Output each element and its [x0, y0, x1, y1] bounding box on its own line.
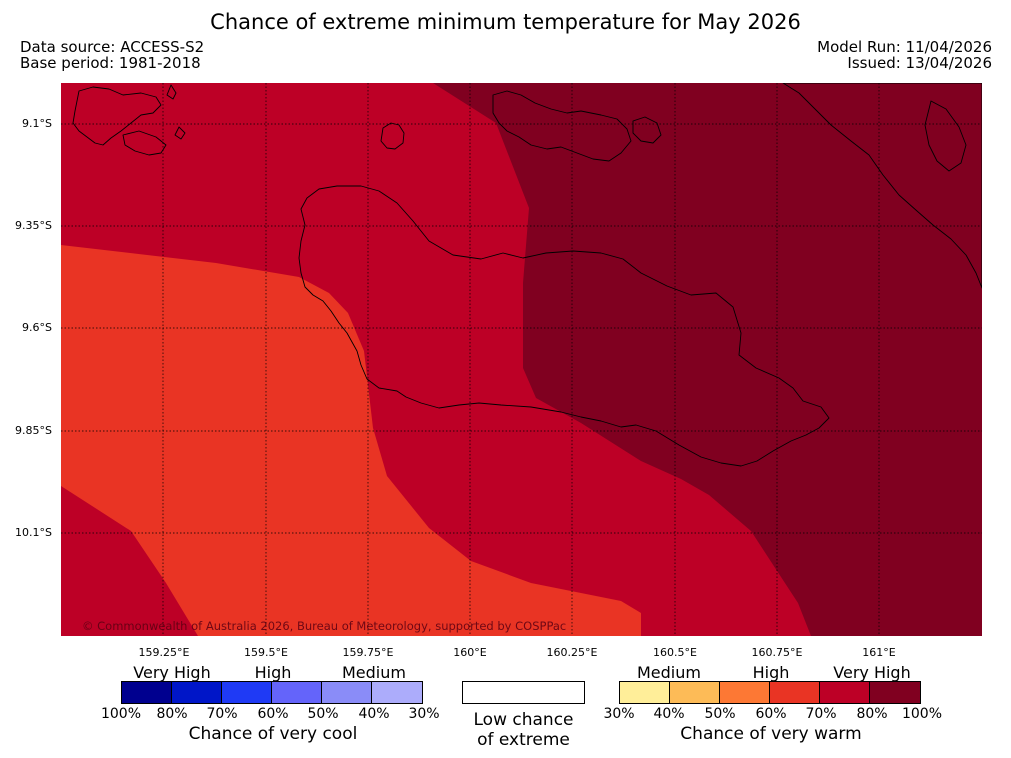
- legend-tick: 30%: [603, 706, 635, 722]
- legend-tick: 50%: [307, 706, 339, 722]
- lat-label: 9.85°S: [15, 424, 52, 437]
- legend-tick: 60%: [755, 706, 787, 722]
- island-nw-4: [174, 126, 186, 140]
- legend-cool-swatches: [121, 681, 423, 704]
- coastlines: [72, 83, 982, 467]
- lon-label: 160°E: [453, 646, 487, 659]
- legend-swatch: [322, 682, 372, 703]
- legend-category: Medium: [342, 663, 406, 682]
- legend-category: High: [752, 663, 790, 682]
- legend-cool-title: Chance of very cool: [188, 724, 358, 744]
- data-source-text: Data source: ACCESS-S2: [20, 38, 205, 56]
- lat-label: 9.35°S: [15, 219, 52, 232]
- lat-label: 9.6°S: [22, 321, 52, 334]
- legend-warm-swatches: [619, 681, 921, 704]
- lon-label: 160.75°E: [751, 646, 803, 659]
- gridlines: [61, 83, 982, 636]
- zone-high-warm-60-70: [61, 245, 641, 636]
- legend-category: Very High: [133, 663, 211, 682]
- chart-title: Chance of extreme minimum temperature fo…: [210, 10, 801, 34]
- lon-label: 159.5°E: [244, 646, 288, 659]
- legend-swatch: [870, 682, 920, 703]
- map-svg: [61, 83, 982, 636]
- legend-swatch: [620, 682, 670, 703]
- legend-warm-title: Chance of very warm: [680, 724, 862, 744]
- legend-tick: 100%: [100, 706, 142, 722]
- meta-right: Model Run: 11/04/2026 Issued: 13/04/2026: [817, 39, 992, 71]
- island-small: [380, 122, 405, 150]
- island-nw-2: [122, 130, 167, 156]
- legend-neutral-label: Low chance of extreme: [452, 710, 595, 750]
- legend-tick: 40%: [653, 706, 685, 722]
- legend-swatch: [372, 682, 422, 703]
- legend-swatch: [172, 682, 222, 703]
- copyright-text: © Commonwealth of Australia 2026, Bureau…: [82, 619, 567, 633]
- legend-tick: 60%: [257, 706, 289, 722]
- zone-very-high-warm-80-100: [433, 83, 982, 636]
- island-nw: [72, 86, 162, 146]
- lat-label: 10.1°S: [15, 526, 52, 539]
- island-florida-2: [632, 116, 662, 144]
- legend-category: Very High: [833, 663, 911, 682]
- legend-tick: 80%: [856, 706, 888, 722]
- meta-left: Data source: ACCESS-S2 Base period: 1981…: [20, 39, 204, 71]
- legend-neutral-line1: Low chance: [473, 710, 574, 730]
- base-period-text: Base period: 1981-2018: [20, 54, 201, 72]
- legend-tick: 50%: [704, 706, 736, 722]
- lon-label: 160.5°E: [653, 646, 697, 659]
- model-run-text: Model Run: 11/04/2026: [817, 38, 992, 56]
- legend-category: Medium: [637, 663, 701, 682]
- legend-swatch: [720, 682, 770, 703]
- legend-category: High: [254, 663, 292, 682]
- island-guadalcanal: [298, 185, 830, 467]
- legend-tick: 70%: [805, 706, 837, 722]
- island-florida: [492, 90, 632, 162]
- legend-swatch: [272, 682, 322, 703]
- legend-tick: 80%: [156, 706, 188, 722]
- lon-label: 161°E: [862, 646, 896, 659]
- legend-swatch: [670, 682, 720, 703]
- legend-swatch: [222, 682, 272, 703]
- legend-swatch: [820, 682, 870, 703]
- legend-swatch: [770, 682, 820, 703]
- legend-tick: 100%: [901, 706, 943, 722]
- legend-tick: 30%: [408, 706, 440, 722]
- island-malaita-2: [924, 100, 967, 172]
- legend-tick: 70%: [206, 706, 238, 722]
- legend-tick: 40%: [358, 706, 390, 722]
- lon-label: 160.25°E: [546, 646, 598, 659]
- lon-label: 159.75°E: [342, 646, 394, 659]
- map-area[interactable]: [61, 83, 982, 636]
- legend-neutral-swatch: [462, 681, 585, 704]
- legend-neutral-line2: of extreme: [477, 730, 570, 750]
- lon-label: 159.25°E: [138, 646, 190, 659]
- island-malaita: [782, 83, 982, 289]
- island-nw-3: [166, 84, 177, 100]
- legend-swatch: [122, 682, 172, 703]
- lat-label: 9.1°S: [22, 117, 52, 130]
- issued-text: Issued: 13/04/2026: [847, 54, 992, 72]
